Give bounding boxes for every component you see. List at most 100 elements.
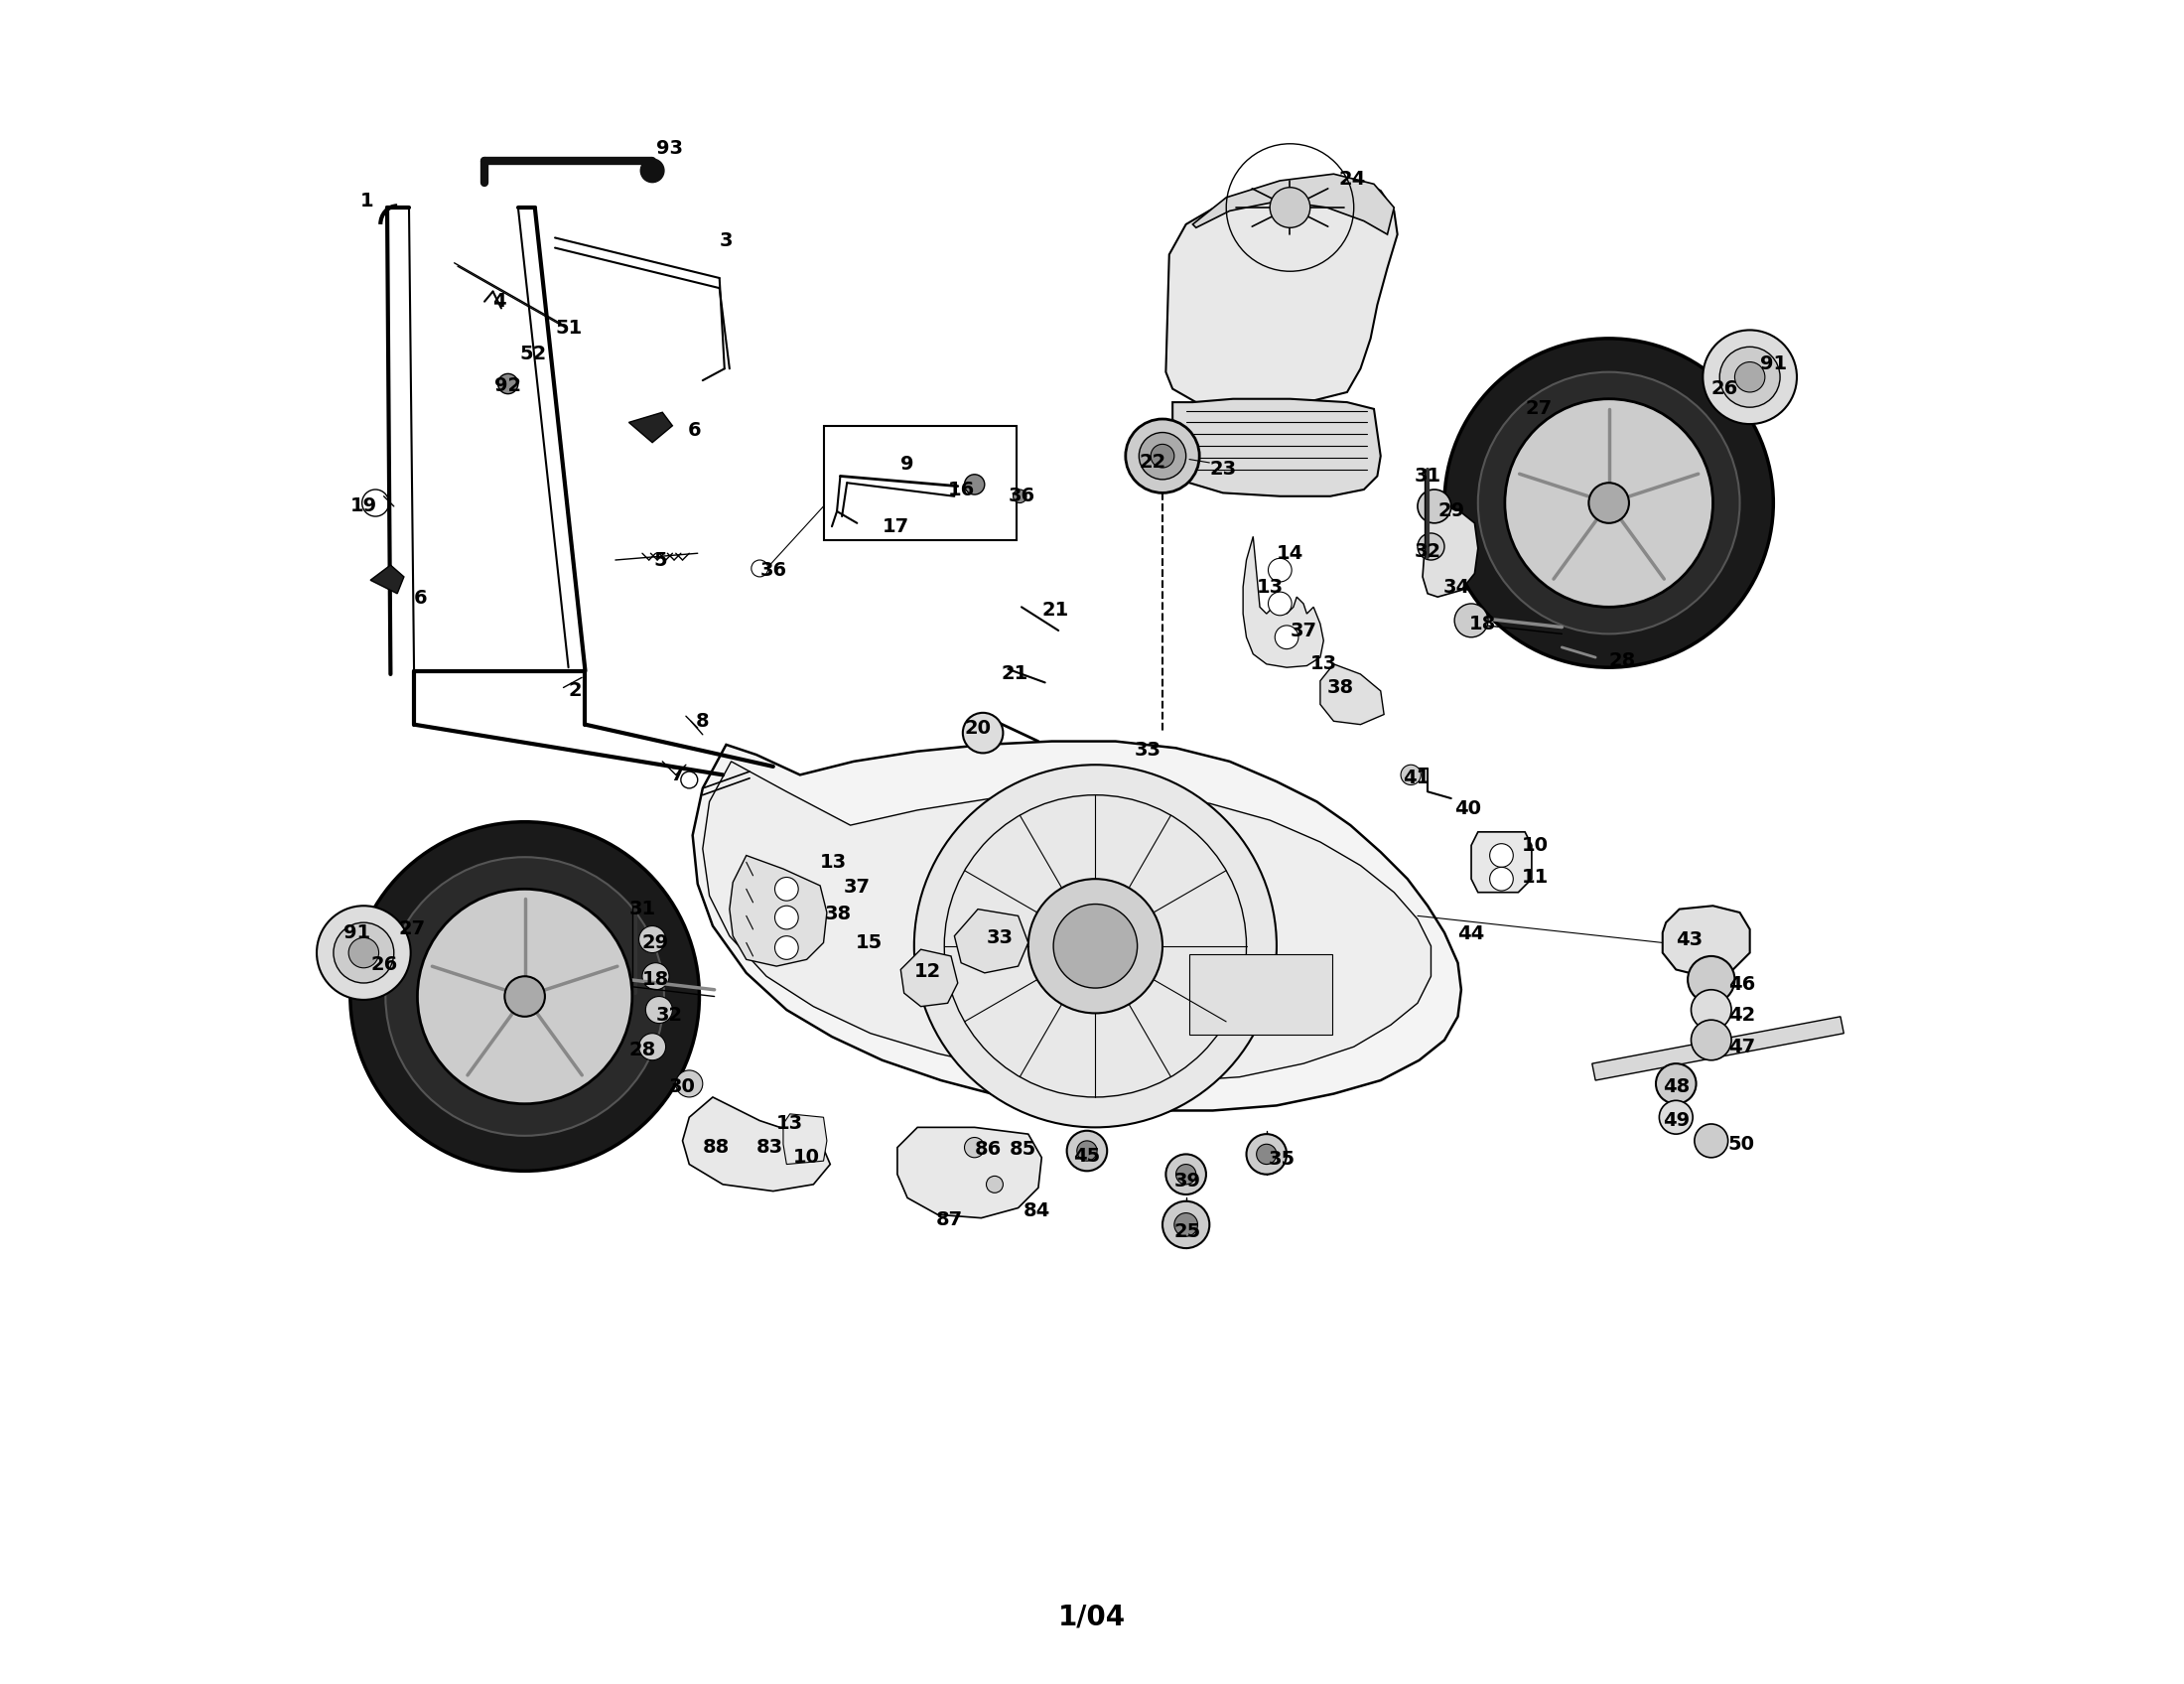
Circle shape [963, 712, 1002, 753]
Circle shape [1690, 1021, 1732, 1061]
Text: 10: 10 [1522, 835, 1548, 855]
Circle shape [417, 889, 631, 1103]
Circle shape [1588, 483, 1629, 524]
Circle shape [1695, 1123, 1728, 1157]
Text: 28: 28 [629, 1041, 655, 1059]
Circle shape [1655, 1064, 1697, 1103]
Circle shape [965, 1137, 985, 1157]
Circle shape [1688, 957, 1734, 1004]
Circle shape [642, 963, 668, 990]
Text: 52: 52 [520, 344, 546, 364]
Circle shape [1489, 844, 1514, 867]
Text: 22: 22 [1138, 453, 1166, 472]
Text: 45: 45 [1075, 1147, 1101, 1165]
Text: 1/04: 1/04 [1059, 1603, 1125, 1632]
Text: 48: 48 [1662, 1078, 1690, 1096]
Bar [1190, 955, 1332, 1036]
Circle shape [387, 857, 664, 1135]
Text: 18: 18 [642, 970, 668, 989]
Text: 36: 36 [1009, 487, 1035, 505]
Text: 21: 21 [1042, 601, 1068, 620]
Text: 15: 15 [856, 933, 882, 951]
Polygon shape [629, 413, 673, 443]
Text: 44: 44 [1457, 925, 1485, 943]
Text: 46: 46 [1728, 975, 1756, 994]
Text: 5: 5 [653, 551, 668, 569]
Text: 13: 13 [1310, 655, 1337, 674]
Circle shape [1417, 534, 1444, 561]
Circle shape [498, 374, 518, 394]
Polygon shape [1422, 507, 1479, 596]
Text: 38: 38 [826, 904, 852, 923]
Circle shape [640, 1034, 666, 1061]
Circle shape [1444, 338, 1773, 667]
Circle shape [1269, 187, 1310, 227]
Text: 21: 21 [1000, 665, 1029, 684]
Text: 27: 27 [400, 919, 426, 938]
Text: 39: 39 [1175, 1172, 1201, 1191]
Polygon shape [692, 741, 1461, 1110]
Text: 8: 8 [697, 712, 710, 731]
Circle shape [1066, 1130, 1107, 1170]
Circle shape [1175, 1164, 1197, 1184]
Circle shape [1660, 1100, 1693, 1133]
Circle shape [1166, 1154, 1206, 1194]
Text: 13: 13 [821, 852, 847, 872]
Text: 19: 19 [349, 497, 378, 515]
Text: 23: 23 [1210, 460, 1236, 478]
Text: 38: 38 [1328, 679, 1354, 697]
Text: 86: 86 [974, 1140, 1002, 1159]
Text: 34: 34 [1444, 578, 1470, 596]
Circle shape [1505, 399, 1712, 606]
Text: 42: 42 [1728, 1005, 1756, 1024]
Polygon shape [684, 1098, 830, 1191]
Text: 33: 33 [987, 928, 1013, 946]
Polygon shape [1173, 399, 1380, 497]
Text: 32: 32 [1415, 542, 1441, 561]
Text: 43: 43 [1675, 930, 1704, 948]
Polygon shape [1151, 426, 1173, 490]
Circle shape [1125, 419, 1199, 493]
Text: 7: 7 [670, 766, 684, 785]
Polygon shape [1321, 663, 1385, 724]
Circle shape [1053, 904, 1138, 989]
Circle shape [334, 923, 393, 983]
Polygon shape [900, 950, 959, 1007]
Text: 26: 26 [371, 955, 397, 973]
Circle shape [646, 997, 673, 1024]
Text: 26: 26 [1710, 379, 1738, 397]
Circle shape [317, 906, 411, 1000]
Text: 92: 92 [494, 376, 522, 394]
Text: 91: 91 [343, 923, 371, 941]
Circle shape [640, 158, 664, 182]
Text: 37: 37 [1291, 621, 1317, 640]
Circle shape [1162, 1201, 1210, 1248]
Circle shape [965, 475, 985, 495]
Polygon shape [729, 855, 828, 967]
Text: 17: 17 [882, 517, 909, 536]
Circle shape [505, 977, 546, 1017]
Text: 18: 18 [1470, 615, 1496, 633]
Text: 49: 49 [1662, 1111, 1690, 1130]
Circle shape [1719, 347, 1780, 408]
Circle shape [775, 936, 799, 960]
Polygon shape [371, 566, 404, 593]
Text: 28: 28 [1610, 652, 1636, 670]
Polygon shape [1592, 1017, 1843, 1081]
Text: 87: 87 [937, 1211, 963, 1229]
Circle shape [1013, 490, 1026, 504]
Text: 16: 16 [948, 480, 974, 498]
Circle shape [1140, 433, 1186, 480]
Circle shape [1247, 1133, 1286, 1174]
Circle shape [1704, 330, 1797, 424]
Circle shape [1734, 362, 1765, 392]
Text: 13: 13 [1256, 578, 1284, 596]
Circle shape [349, 938, 378, 968]
Circle shape [1489, 867, 1514, 891]
Circle shape [1275, 625, 1299, 648]
Text: 24: 24 [1339, 170, 1365, 189]
Polygon shape [1472, 832, 1531, 893]
Text: 29: 29 [1437, 502, 1465, 520]
Text: 51: 51 [555, 318, 581, 338]
Text: 2: 2 [568, 682, 581, 701]
